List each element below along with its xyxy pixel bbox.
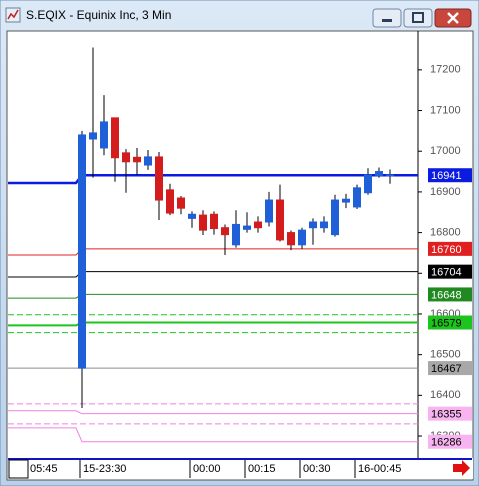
x-tick-label: 00:30: [303, 463, 331, 475]
candle-body: [166, 189, 174, 214]
candle-body: [364, 174, 372, 194]
window-buttons[interactable]: [372, 8, 472, 28]
level-label-box: [428, 287, 472, 302]
level-line: [8, 427, 418, 443]
candle-body: [232, 223, 240, 246]
x-tick-label: 00:15: [248, 463, 276, 475]
y-tick-label: 16900: [430, 186, 461, 198]
level-label: 16579: [431, 317, 462, 329]
level-label: 16355: [431, 409, 462, 421]
scroll-right-arrow[interactable]: [453, 460, 470, 476]
candle-body: [342, 198, 350, 203]
candle-body: [386, 174, 394, 177]
maximize-button[interactable]: [403, 8, 433, 28]
time-axis: [8, 458, 473, 479]
y-tick-label: 17200: [430, 64, 461, 76]
y-tick-label: 17000: [430, 145, 461, 157]
close-glyph: [447, 12, 459, 24]
maximize-glyph: [412, 12, 424, 23]
candle-body: [155, 156, 163, 201]
candle-body: [287, 232, 295, 246]
y-tick-label: 16500: [430, 349, 461, 361]
candle-body: [221, 227, 229, 236]
level-label-box: [428, 264, 472, 279]
level-label: 16286: [431, 437, 462, 449]
x-tick-label: 16-00:45: [358, 463, 401, 475]
candle-body: [375, 171, 383, 177]
x-start-label: 05:45: [30, 463, 58, 475]
candle-body: [100, 121, 108, 149]
level-label-box: [428, 241, 472, 256]
candle-body: [243, 225, 251, 230]
candle-body: [265, 199, 273, 223]
candle-body: [89, 132, 97, 140]
y-tick-label: 16400: [430, 389, 461, 401]
level-label-box: [428, 168, 472, 183]
level-label-box: [428, 434, 472, 449]
y-tick-label: 16800: [430, 226, 461, 238]
candle-body: [111, 117, 119, 159]
candle-body: [309, 221, 317, 229]
level-label: 16648: [431, 289, 462, 301]
level-line: [8, 410, 418, 415]
candle-body: [177, 197, 185, 209]
candle-body: [276, 199, 284, 241]
level-label-box: [428, 406, 472, 421]
level-label: 16760: [431, 244, 462, 256]
level-label: 16941: [431, 170, 462, 182]
candle-body: [331, 199, 339, 236]
minimize-button[interactable]: [372, 8, 402, 28]
candle-body: [199, 214, 207, 231]
level-label-box: [428, 361, 472, 376]
candle-body: [298, 229, 306, 246]
level-label-box: [428, 315, 472, 330]
candle-body: [320, 221, 328, 229]
candle-body: [78, 134, 86, 369]
candle-body: [122, 152, 130, 163]
app-icon-glyph: [7, 9, 19, 20]
candle-body: [144, 156, 152, 166]
time-axis-corner[interactable]: [8, 459, 29, 479]
minimize-glyph: [382, 19, 392, 22]
candle-body: [210, 213, 218, 230]
x-tick-label: 15-23:30: [83, 463, 126, 475]
x-tick-label: 00:00: [193, 463, 221, 475]
candle-body: [353, 187, 361, 208]
candle-body: [133, 156, 141, 163]
y-tick-label: 17100: [430, 104, 461, 116]
level-label: 16704: [431, 267, 462, 279]
window-title: S.EQIX - Equinix Inc, 3 Min: [26, 8, 171, 22]
level-label: 16467: [431, 363, 462, 375]
candle-body: [254, 221, 262, 229]
chart-panel: [6, 30, 474, 481]
candle-body: [188, 213, 196, 219]
